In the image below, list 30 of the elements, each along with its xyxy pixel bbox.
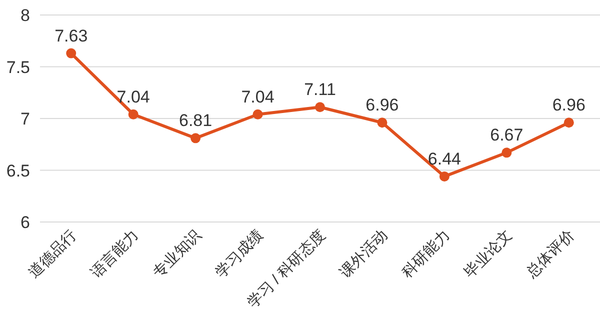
point (439, 171, 450, 182)
y-tick-label: 7.5 (6, 58, 30, 77)
data-label: 7.11 (304, 80, 336, 100)
y-tick-label: 6.5 (6, 161, 30, 180)
x-tick-label: 语言能力 (88, 226, 142, 282)
point (564, 118, 574, 128)
data-label: 6.96 (366, 96, 399, 115)
x-tick-label: 毕业论文 (461, 226, 516, 282)
point (252, 109, 263, 120)
data-label: 6.96 (552, 96, 586, 115)
y-tick-label: 6 (20, 213, 30, 232)
point (315, 102, 325, 112)
x-tick-label: 课外活动 (336, 226, 392, 282)
y-tick-label: 7 (20, 110, 30, 128)
x-tick-label: 科研能力 (398, 226, 454, 282)
point (377, 118, 388, 128)
y-tick-label: 8 (20, 6, 30, 25)
data-label: 7.04 (116, 87, 150, 106)
point (502, 148, 512, 158)
point (190, 133, 201, 144)
data-label: 6.44 (428, 149, 461, 168)
data-label: 7.63 (54, 26, 88, 46)
x-tick-label: 专业知识 (150, 226, 204, 282)
x-tick-label: 学习成绩 (212, 226, 267, 282)
x-tick-label: 总体评价 (522, 226, 578, 282)
point (128, 109, 138, 120)
data-label: 7.04 (241, 87, 274, 106)
data-label: 6.67 (490, 126, 524, 145)
point (66, 48, 76, 58)
data-label: 6.81 (179, 111, 212, 130)
